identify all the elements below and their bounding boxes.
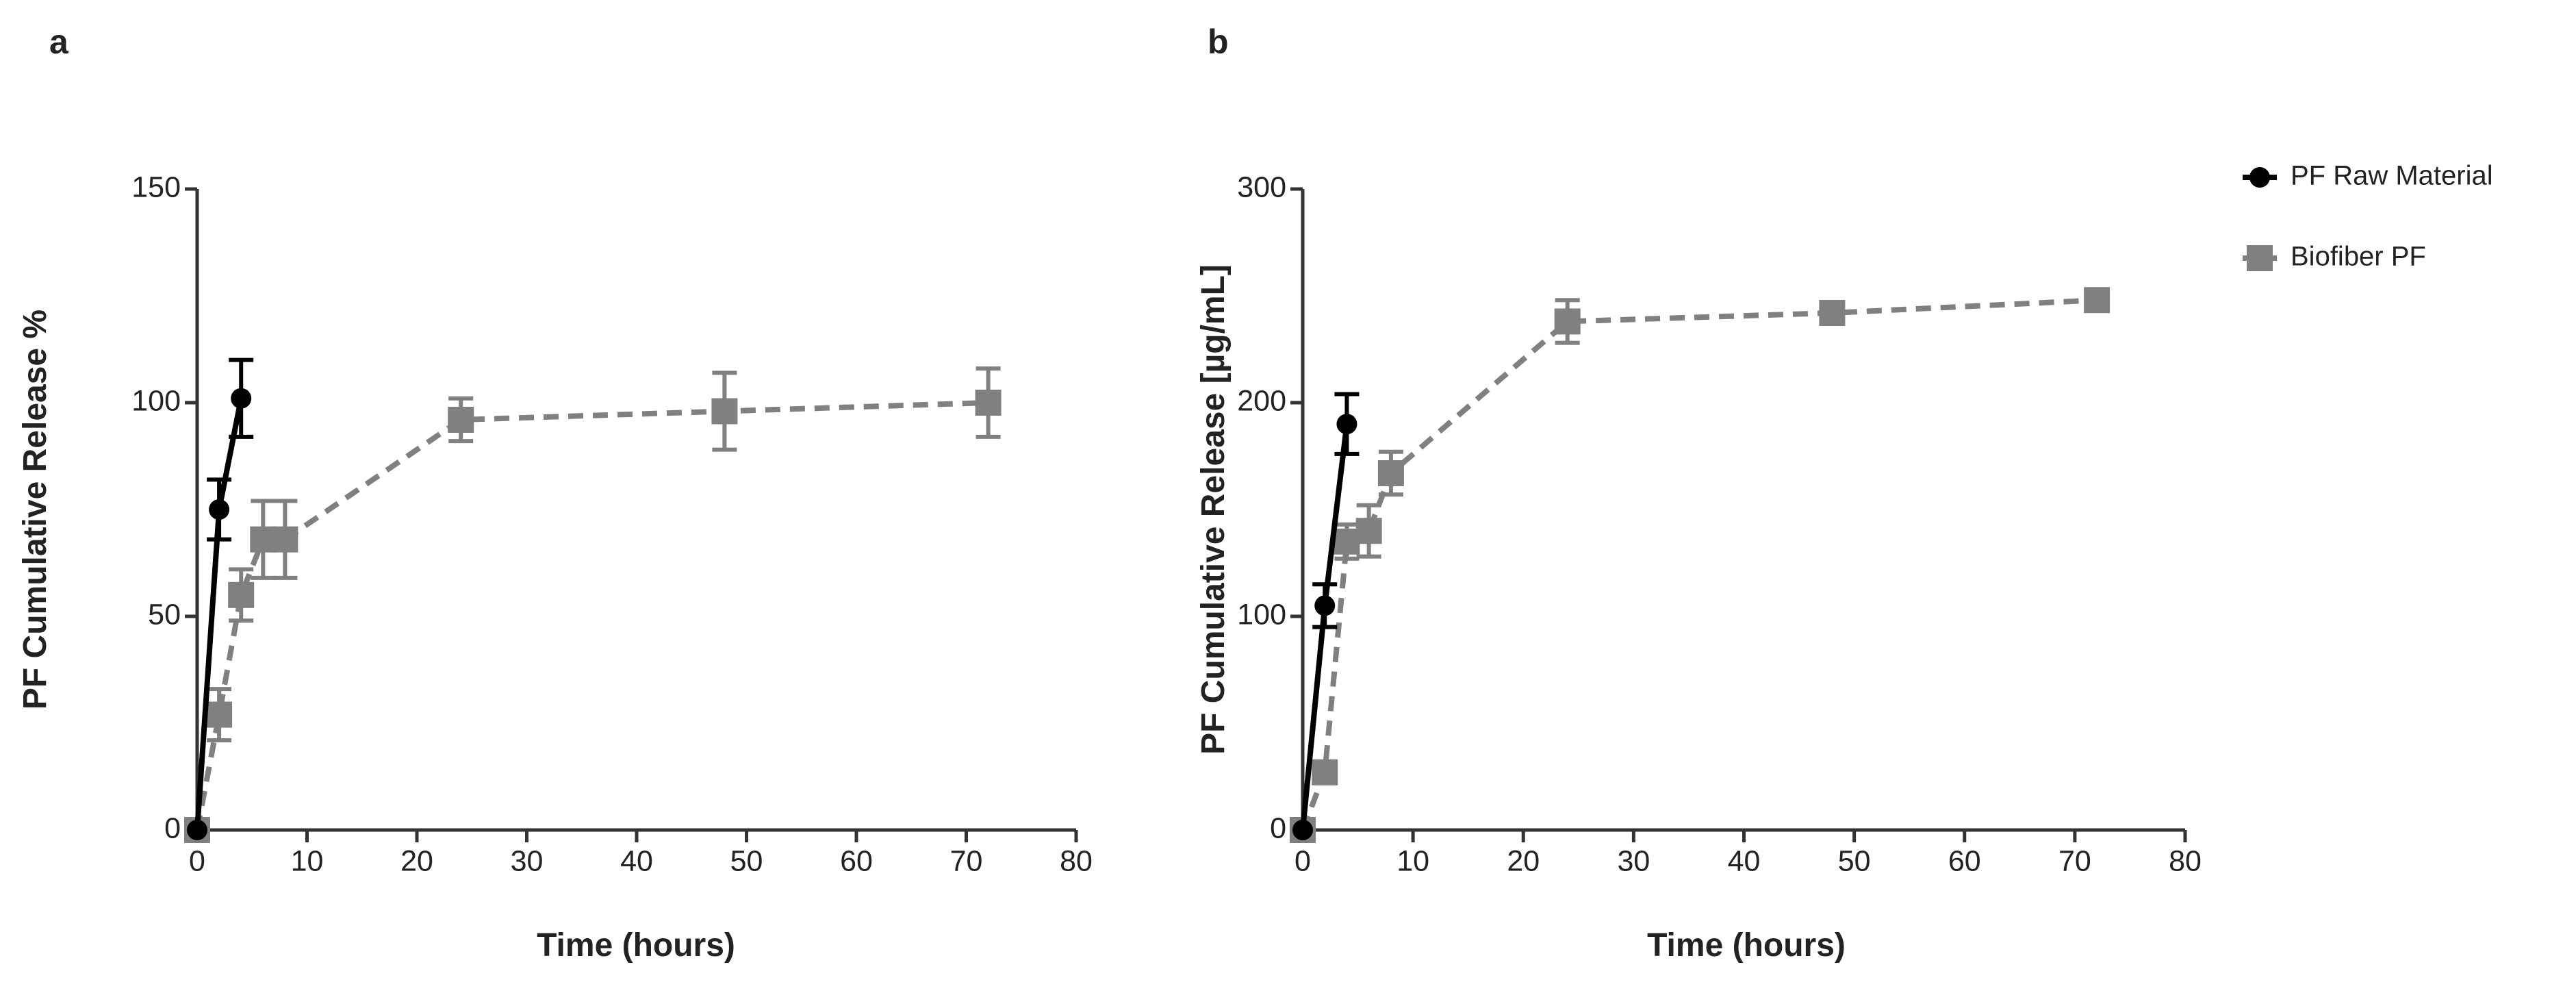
- marker: [209, 499, 230, 520]
- x-tick-label: 60: [840, 844, 873, 877]
- legend-marker: [2249, 167, 2270, 188]
- y-tick-label: 300: [1237, 171, 1286, 203]
- marker: [711, 398, 738, 425]
- marker: [206, 701, 233, 728]
- marker: [231, 388, 252, 409]
- marker: [1819, 299, 1846, 326]
- y-tick-label: 150: [131, 171, 181, 203]
- x-tick-label: 0: [189, 844, 205, 877]
- marker: [1314, 595, 1336, 616]
- x-tick-label: 50: [730, 844, 763, 877]
- marker: [1377, 460, 1404, 486]
- marker: [250, 526, 277, 553]
- marker: [228, 581, 255, 608]
- marker: [2084, 287, 2110, 314]
- marker: [1312, 759, 1338, 785]
- x-tick-label: 0: [1295, 844, 1311, 877]
- x-tick-label: 10: [1397, 844, 1429, 877]
- x-tick-label: 70: [950, 844, 983, 877]
- x-tick-label: 70: [2058, 844, 2091, 877]
- y-tick-label: 100: [1237, 598, 1286, 631]
- marker: [1334, 528, 1360, 555]
- y-tick-label: 0: [164, 812, 181, 844]
- series-line: [1300, 297, 2097, 831]
- marker: [1554, 308, 1581, 335]
- y-tick-label: 50: [148, 598, 181, 631]
- y-tick-label: 0: [1270, 812, 1286, 844]
- x-axis-title: Time (hours): [537, 927, 735, 964]
- x-tick-label: 40: [620, 844, 653, 877]
- marker: [448, 406, 474, 433]
- marker: [1292, 820, 1313, 840]
- x-tick-label: 80: [2169, 844, 2202, 877]
- y-axis-title: PF Cumulative Release [µg/mL]: [1195, 264, 1232, 755]
- x-tick-label: 60: [1948, 844, 1981, 877]
- panel-label: a: [49, 23, 69, 61]
- marker: [1336, 414, 1357, 435]
- x-tick-label: 40: [1728, 844, 1761, 877]
- x-tick-label: 80: [1060, 844, 1093, 877]
- y-tick-label: 100: [131, 384, 181, 417]
- x-tick-label: 20: [1507, 844, 1540, 877]
- marker: [975, 390, 1002, 416]
- legend-marker: [2247, 245, 2273, 271]
- x-tick-label: 20: [400, 844, 433, 877]
- x-tick-label: 30: [511, 844, 544, 877]
- y-tick-label: 200: [1237, 384, 1286, 417]
- marker: [187, 820, 207, 840]
- legend-label: Biofiber PF: [2291, 242, 2426, 272]
- marker: [272, 526, 298, 553]
- legend-label: PF Raw Material: [2291, 161, 2493, 191]
- marker: [1355, 518, 1382, 544]
- x-tick-label: 10: [291, 844, 324, 877]
- panel-label: b: [1208, 23, 1229, 61]
- x-tick-label: 50: [1838, 844, 1871, 877]
- x-tick-label: 30: [1617, 844, 1650, 877]
- y-axis-title: PF Cumulative Release %: [17, 310, 53, 709]
- x-axis-title: Time (hours): [1647, 927, 1846, 964]
